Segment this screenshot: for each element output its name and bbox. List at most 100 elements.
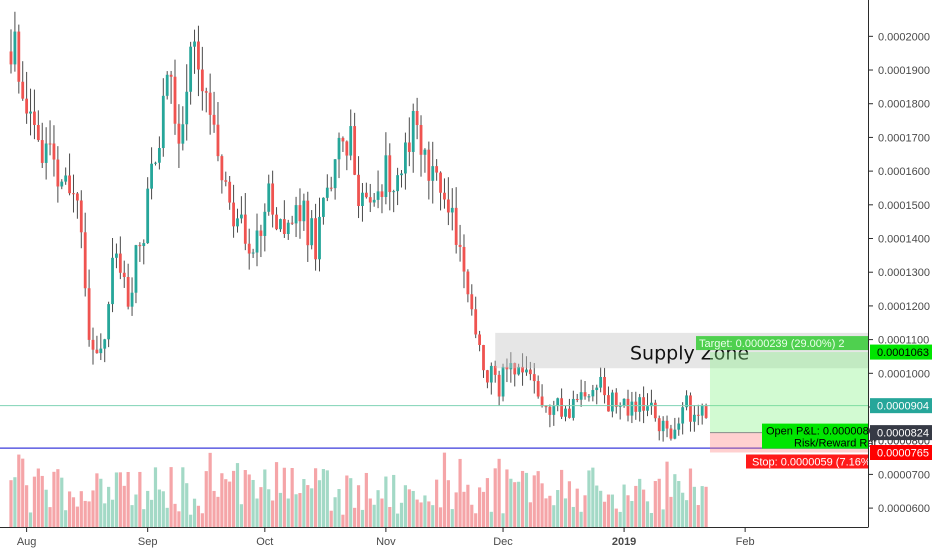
volume-bar [71, 497, 76, 527]
candle-body [501, 366, 505, 397]
candle-body [591, 390, 595, 397]
candle-body [466, 271, 470, 295]
time-tick-label: Dec [493, 536, 513, 548]
candle-body [333, 159, 337, 189]
volume-bar [28, 512, 33, 527]
volume-bar [360, 509, 365, 527]
volume-bar [532, 475, 536, 527]
candle-body [40, 140, 44, 163]
candle-body [322, 197, 325, 217]
candle-body [439, 172, 442, 193]
volume-bar [692, 486, 696, 527]
volume-bar [87, 501, 91, 527]
volume-bar [134, 494, 138, 527]
candle-body [329, 187, 333, 189]
candle-body [134, 245, 138, 293]
candle-body [509, 363, 513, 370]
stop-label-box [746, 454, 868, 469]
volume-bar [388, 506, 392, 527]
candle-body [638, 397, 642, 412]
candle-body [622, 398, 626, 406]
candle-body [528, 369, 532, 375]
candle-body [388, 155, 392, 193]
volume-bar [645, 501, 650, 527]
price-tick-label: 0.0001700 [878, 132, 930, 144]
volume-bar [110, 499, 115, 527]
volume-bar [239, 504, 243, 527]
candle-body [52, 143, 56, 160]
volume-bar [64, 510, 68, 527]
volume-bar [329, 510, 333, 527]
volume-bar [107, 486, 111, 527]
target-label: Target: 0.0000239 (29.00%) 2 [699, 338, 845, 350]
volume-bar [411, 490, 415, 527]
volume-bar [673, 474, 677, 527]
volume-bar [103, 503, 107, 527]
volume-bar [212, 490, 216, 527]
volume-bar [684, 500, 689, 527]
candle-body [138, 245, 142, 247]
candle-body [458, 244, 462, 247]
volume-bar [587, 470, 591, 527]
volume-bar [560, 469, 564, 527]
time-tick-label: Aug [17, 536, 37, 548]
candle-body [341, 137, 345, 142]
volume-bar [220, 473, 224, 527]
volume-bar [67, 491, 72, 527]
volume-bar [528, 502, 532, 527]
volume-bar [9, 480, 13, 527]
candle-body [146, 188, 150, 244]
volume-bar [243, 470, 247, 527]
candle-body [696, 414, 700, 416]
candle-body [607, 395, 610, 412]
volume-bar [653, 481, 657, 527]
volume-bar [602, 501, 607, 527]
volume-bar [349, 478, 353, 527]
volume-bar [321, 469, 325, 527]
volume-bar [618, 511, 622, 527]
volume-bar [204, 471, 208, 527]
candle-body [161, 95, 165, 149]
candle-body [568, 408, 571, 418]
candle-body [564, 408, 567, 417]
candle-body [642, 397, 646, 411]
candle-body [372, 199, 376, 203]
candle-body [626, 398, 630, 416]
candle-body [298, 205, 302, 222]
volume-bar [99, 478, 103, 527]
candle-body [236, 218, 239, 227]
volume-bar [302, 479, 306, 527]
candle-body [275, 214, 278, 230]
volume-bar [341, 514, 345, 527]
candle-body [368, 197, 372, 203]
candle-body [325, 187, 329, 198]
volume-bar [481, 491, 486, 527]
candle-body [630, 401, 634, 416]
volume-bar [126, 472, 130, 527]
candle-body [267, 183, 271, 212]
volume-bar [571, 506, 575, 527]
candle-body [571, 398, 575, 418]
candle-body [87, 288, 91, 340]
volume-bar [669, 496, 673, 527]
volume-bar [454, 492, 458, 527]
volume-bar [306, 485, 310, 527]
volume-bar [595, 485, 599, 527]
candle-body [599, 376, 603, 388]
volume-bar [630, 501, 634, 527]
candle-body [470, 294, 474, 310]
candle-body [310, 218, 314, 246]
volume-bar [200, 513, 204, 527]
candle-body [36, 124, 40, 141]
volume-bar [353, 507, 357, 527]
candle-body [25, 98, 29, 114]
time-axis[interactable]: Aug Sep Oct Nov Dec 2019 Feb [17, 527, 755, 548]
volume-bar [17, 454, 21, 527]
volume-bar [161, 491, 165, 527]
candle-body [118, 253, 122, 273]
volume-bar [567, 481, 572, 527]
candle-body [579, 392, 583, 400]
volume-bar [513, 482, 517, 527]
candle-body [681, 407, 685, 424]
